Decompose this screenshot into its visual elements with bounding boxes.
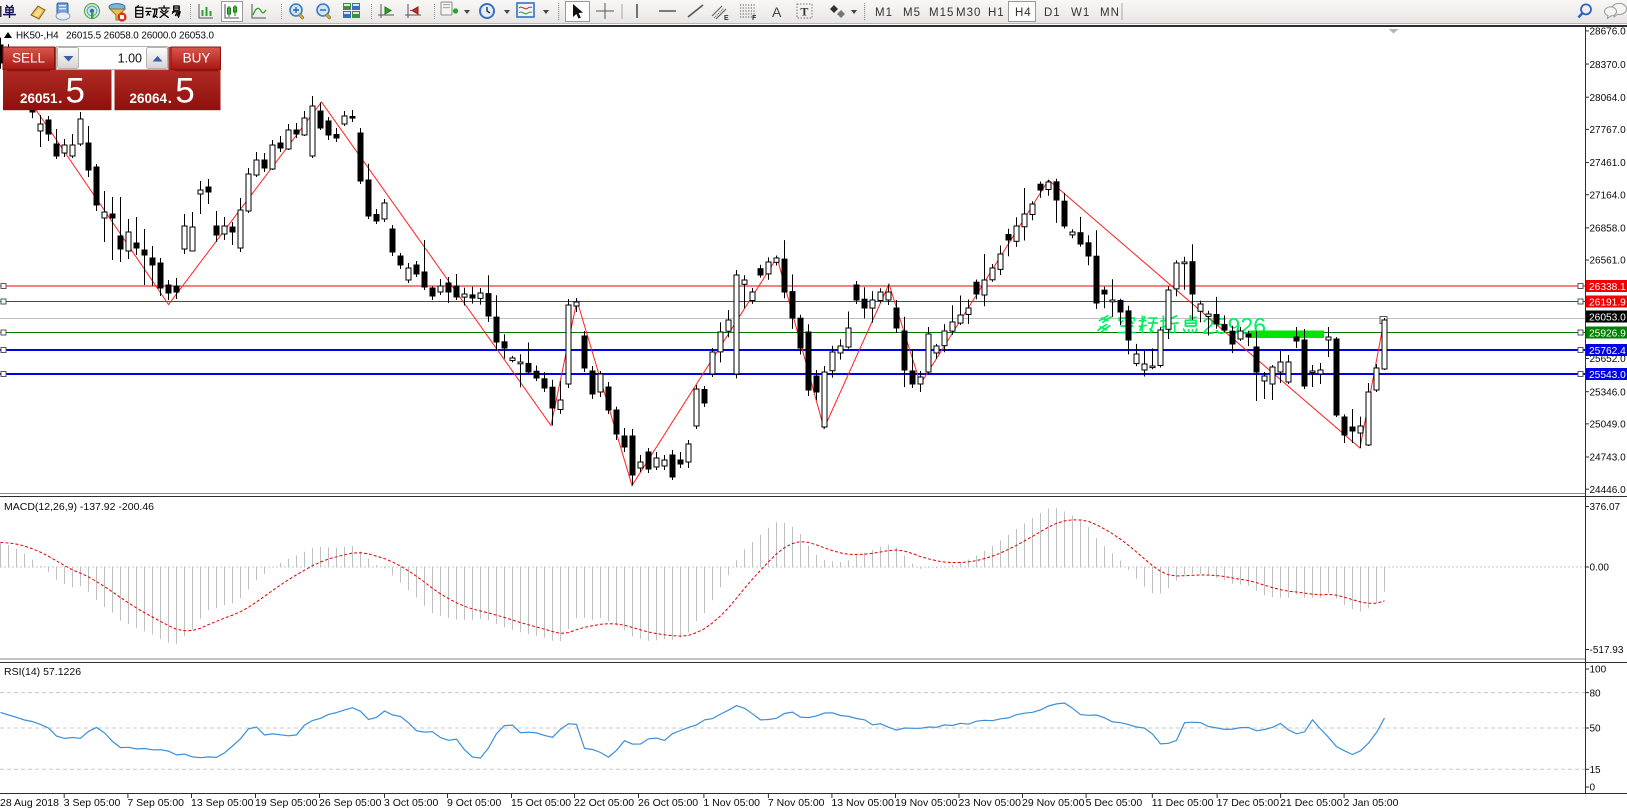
- svg-text:RSI(14) 57.1226: RSI(14) 57.1226: [4, 666, 81, 678]
- svg-text:15 Oct 05:00: 15 Oct 05:00: [511, 797, 571, 809]
- svg-text:26053.0: 26053.0: [1589, 312, 1626, 323]
- svg-text:29 Nov 05:00: 29 Nov 05:00: [1022, 797, 1085, 809]
- svg-text:26 Oct 05:00: 26 Oct 05:00: [638, 797, 698, 809]
- svg-text:SELL: SELL: [12, 51, 46, 66]
- svg-text:7 Nov 05:00: 7 Nov 05:00: [768, 797, 825, 809]
- svg-text:100: 100: [1590, 665, 1607, 676]
- svg-text:3 Oct 05:00: 3 Oct 05:00: [384, 797, 438, 809]
- svg-text:26051: 26051: [20, 91, 58, 106]
- svg-text:28676.0: 28676.0: [1590, 27, 1627, 38]
- svg-text:13 Sep 05:00: 13 Sep 05:00: [191, 797, 254, 809]
- svg-text:27767.0: 27767.0: [1590, 125, 1627, 136]
- svg-text:25049.0: 25049.0: [1590, 420, 1627, 431]
- svg-text:MACD(12,26,9) -137.92 -200.46: MACD(12,26,9) -137.92 -200.46: [4, 501, 154, 513]
- svg-text:.: .: [168, 90, 172, 107]
- svg-text:M1: M1: [875, 7, 893, 19]
- svg-text:F: F: [752, 15, 757, 22]
- svg-text:25346.0: 25346.0: [1590, 387, 1627, 398]
- svg-text:2 Jan 05:00: 2 Jan 05:00: [1344, 797, 1399, 809]
- svg-text:0: 0: [1590, 783, 1596, 794]
- svg-text:5: 5: [66, 72, 85, 111]
- svg-text:5: 5: [175, 72, 194, 111]
- svg-text:21 Dec 05:00: 21 Dec 05:00: [1280, 797, 1343, 809]
- svg-text:H1: H1: [988, 7, 1005, 19]
- svg-text:M5: M5: [903, 7, 921, 19]
- svg-text:25543.0: 25543.0: [1589, 370, 1626, 381]
- svg-text:50: 50: [1590, 724, 1602, 735]
- svg-text:25652.0: 25652.0: [1590, 354, 1627, 365]
- svg-text:17 Dec 05:00: 17 Dec 05:00: [1217, 797, 1280, 809]
- svg-text:3 Sep 05:00: 3 Sep 05:00: [64, 797, 121, 809]
- svg-text:25762.4: 25762.4: [1589, 346, 1626, 357]
- svg-text:26064: 26064: [130, 91, 168, 106]
- svg-text:MN: MN: [1100, 7, 1120, 19]
- svg-text:5 Dec 05:00: 5 Dec 05:00: [1086, 797, 1143, 809]
- svg-text:26858.0: 26858.0: [1590, 224, 1627, 235]
- svg-text:28 Aug 2018: 28 Aug 2018: [0, 797, 59, 809]
- svg-text:W1: W1: [1071, 7, 1090, 19]
- svg-text:26561.0: 26561.0: [1590, 256, 1627, 267]
- svg-text:25926.9: 25926.9: [1589, 328, 1626, 339]
- svg-text:15: 15: [1590, 765, 1602, 776]
- svg-text:HK50-,H4 26015.5 26058.0 2600: HK50-,H4 26015.5 26058.0 26000.0 26053.0: [16, 31, 215, 42]
- svg-text:27461.0: 27461.0: [1590, 158, 1627, 169]
- svg-text:M30: M30: [956, 7, 981, 19]
- svg-text:1.00: 1.00: [118, 52, 142, 66]
- svg-text:1 Nov 05:00: 1 Nov 05:00: [703, 797, 760, 809]
- svg-text:M15: M15: [929, 7, 954, 19]
- svg-text:9 Oct 05:00: 9 Oct 05:00: [447, 797, 501, 809]
- svg-text:28064.0: 28064.0: [1590, 93, 1627, 104]
- svg-text:26338.1: 26338.1: [1589, 282, 1626, 293]
- svg-text:26 Sep 05:00: 26 Sep 05:00: [319, 797, 382, 809]
- svg-text:80: 80: [1590, 688, 1602, 699]
- svg-text:BUY: BUY: [183, 51, 211, 66]
- svg-text:22 Oct 05:00: 22 Oct 05:00: [574, 797, 634, 809]
- svg-text:E: E: [724, 15, 729, 22]
- svg-text:19 Sep 05:00: 19 Sep 05:00: [255, 797, 318, 809]
- svg-text:A: A: [772, 4, 782, 20]
- svg-text:D1: D1: [1044, 7, 1061, 19]
- svg-text:H4: H4: [1015, 7, 1032, 19]
- svg-text:24446.0: 24446.0: [1590, 485, 1627, 496]
- svg-text:28370.0: 28370.0: [1590, 60, 1627, 71]
- svg-text:376.07: 376.07: [1590, 502, 1621, 513]
- svg-text:13 Nov 05:00: 13 Nov 05:00: [831, 797, 894, 809]
- svg-text:24743.0: 24743.0: [1590, 453, 1627, 464]
- svg-text:-517.93: -517.93: [1590, 645, 1624, 656]
- svg-text:26191.9: 26191.9: [1589, 297, 1626, 308]
- svg-text:27164.0: 27164.0: [1590, 190, 1627, 201]
- svg-text:23 Nov 05:00: 23 Nov 05:00: [959, 797, 1022, 809]
- svg-text:0.00: 0.00: [1590, 563, 1610, 574]
- svg-text:19 Nov 05:00: 19 Nov 05:00: [895, 797, 958, 809]
- svg-text:T: T: [800, 5, 808, 19]
- svg-text:7 Sep 05:00: 7 Sep 05:00: [127, 797, 184, 809]
- svg-text:.: .: [58, 90, 62, 107]
- svg-text:11 Dec 05:00: 11 Dec 05:00: [1152, 797, 1214, 809]
